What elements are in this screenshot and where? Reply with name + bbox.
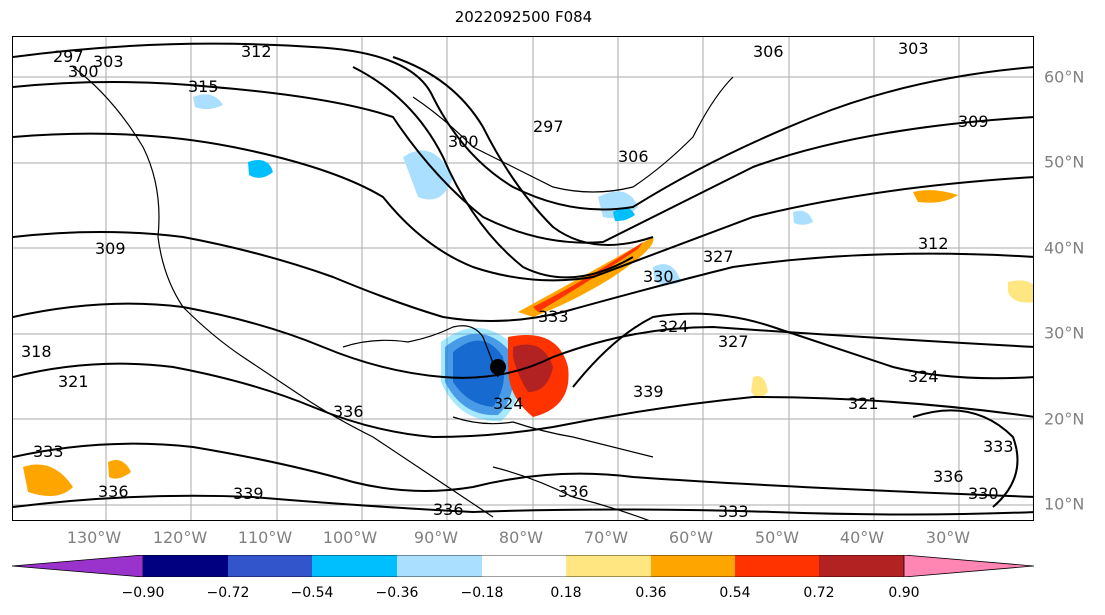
lon-label-50w: 50°W xyxy=(754,528,800,547)
lon-label-70w: 70°W xyxy=(583,528,629,547)
lon-label-100w: 100°W xyxy=(322,528,378,547)
contour-label: 336 xyxy=(433,500,464,519)
contour-label: 339 xyxy=(233,484,264,503)
contour-label: 306 xyxy=(753,42,784,61)
colorbar-segment xyxy=(228,555,312,577)
contour-label: 300 xyxy=(448,132,479,151)
colorbar-tick: −0.90 xyxy=(121,585,165,601)
colorbar-segment xyxy=(143,555,228,577)
colorbar-tick: −0.36 xyxy=(375,585,419,601)
lon-label-40w: 40°W xyxy=(839,528,885,547)
contour-label: 297 xyxy=(533,117,564,136)
contour-label: 297 xyxy=(53,47,84,66)
contour-label: 336 xyxy=(333,402,364,421)
contour-label: 312 xyxy=(918,234,949,253)
colorbar-tick: 0.18 xyxy=(550,585,582,601)
contour-label: 321 xyxy=(848,394,879,413)
lat-label-30n: 30°N xyxy=(1044,323,1085,343)
contour-label: 306 xyxy=(618,147,649,166)
contour-label: 309 xyxy=(95,239,126,258)
contour-label: 324 xyxy=(493,394,524,413)
coastlines xyxy=(72,66,734,520)
contour-label: 330 xyxy=(643,267,674,286)
contour-label: 312 xyxy=(241,42,272,61)
map-title: 2022092500 F084 xyxy=(454,8,593,26)
lat-label-60n: 60°N xyxy=(1044,67,1085,87)
lon-label-60w: 60°W xyxy=(668,528,714,547)
lon-label-90w: 90°W xyxy=(413,528,459,547)
lat-label-10n: 10°N xyxy=(1044,494,1085,514)
contour-label: 336 xyxy=(558,482,589,501)
colorbar xyxy=(12,555,1034,577)
contour-label: 303 xyxy=(93,52,124,71)
colorbar-tick: −0.54 xyxy=(290,585,334,601)
contour-label: 339 xyxy=(633,382,664,401)
contour-label: 324 xyxy=(908,367,939,386)
contour-label: 333 xyxy=(983,437,1014,456)
colorbar-segment xyxy=(397,555,482,577)
hurricane-center-icon xyxy=(490,359,506,375)
contour-label: 333 xyxy=(33,442,64,461)
contour-label: 315 xyxy=(188,77,219,96)
contour-label: 333 xyxy=(538,307,569,326)
colorbar-segment xyxy=(651,555,735,577)
colorbar-segment xyxy=(312,555,397,577)
colorbar-tick: 0.36 xyxy=(635,585,667,601)
lon-label-80w: 80°W xyxy=(498,528,544,547)
lat-label-50n: 50°N xyxy=(1044,152,1085,172)
map-panel: 297 300 303 312 315 309 306 300 297 303 … xyxy=(12,36,1034,521)
contour-label: 336 xyxy=(98,482,129,501)
colorbar-segment xyxy=(482,555,566,577)
colorbar-tick: 0.54 xyxy=(719,585,751,601)
lat-label-20n: 20°N xyxy=(1044,409,1085,429)
contour-label: 327 xyxy=(703,247,734,266)
colorbar-tick: 0.72 xyxy=(803,585,835,601)
contour-label: 327 xyxy=(718,332,749,351)
contour-label: 336 xyxy=(933,467,964,486)
contour-label: 318 xyxy=(21,342,52,361)
map-canvas: 297 300 303 312 315 309 306 300 297 303 … xyxy=(13,37,1033,521)
colorbar-segment xyxy=(819,555,904,577)
colorbar-tick: 0.90 xyxy=(888,585,920,601)
colorbar-segment xyxy=(566,555,651,577)
colorbar-segment xyxy=(12,555,144,577)
lon-label-120w: 120°W xyxy=(152,528,208,547)
contour-label: 330 xyxy=(968,484,999,503)
colorbar-segment xyxy=(903,555,1034,577)
lon-label-130w: 130°W xyxy=(66,528,122,547)
colorbar-tick: −0.72 xyxy=(206,585,250,601)
shaded-anomalies xyxy=(23,94,1033,496)
lon-label-110w: 110°W xyxy=(237,528,293,547)
contour-label-group: 297 300 303 312 315 309 306 300 297 303 … xyxy=(21,39,1014,521)
lat-label-40n: 40°N xyxy=(1044,238,1085,258)
contour-lines xyxy=(13,42,1033,516)
contour-label: 309 xyxy=(958,112,989,131)
lon-label-30w: 30°W xyxy=(925,528,971,547)
colorbar-segment xyxy=(735,555,819,577)
contour-label: 333 xyxy=(718,502,749,521)
contour-label: 321 xyxy=(58,372,89,391)
colorbar-tick: −0.18 xyxy=(460,585,504,601)
contour-label: 300 xyxy=(68,62,99,81)
contour-label: 303 xyxy=(898,39,929,58)
contour-label: 324 xyxy=(658,317,689,336)
